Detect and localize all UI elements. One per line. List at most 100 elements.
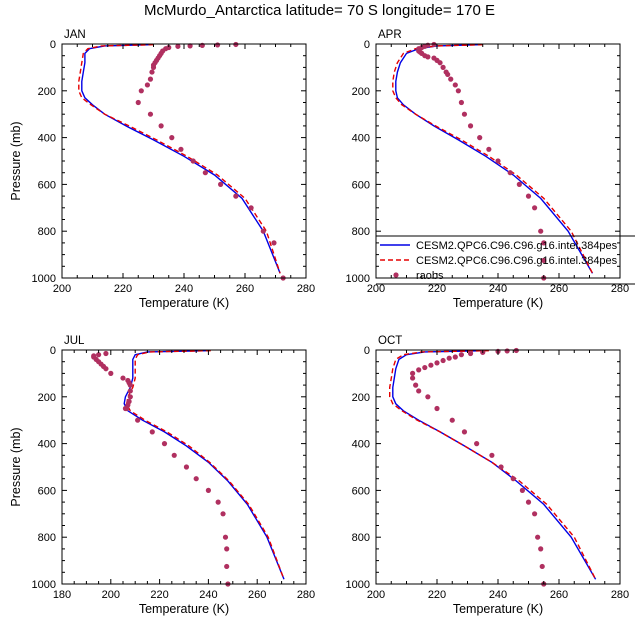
y-tick-label: 400	[38, 133, 56, 145]
raobs-point	[532, 511, 538, 517]
raobs-point	[161, 441, 168, 447]
y-tick-label: 400	[352, 439, 370, 451]
raobs-point	[495, 158, 501, 164]
raobs-point	[127, 394, 133, 400]
raobs-point	[519, 487, 526, 493]
raobs-point	[525, 499, 532, 505]
panel-label: JAN	[64, 29, 86, 41]
raobs-point	[410, 375, 416, 381]
raobs-point	[158, 123, 164, 129]
y-tick-label: 200	[352, 86, 370, 98]
raobs-point	[416, 367, 422, 373]
raobs-point	[532, 205, 538, 211]
raobs-point	[178, 146, 184, 152]
chart-panel-jul: 180 200 220 240 260 280 0 200 400 600 800 1000 JUL Te…	[9, 335, 315, 616]
raobs-point	[220, 511, 226, 517]
raobs-point	[467, 350, 474, 357]
y-tick-label: 400	[352, 133, 370, 145]
y-tick-label: 800	[38, 532, 56, 544]
raobs-point	[510, 476, 516, 482]
y-tick-label: 800	[352, 226, 370, 238]
raobs-point	[504, 348, 510, 354]
raobs-point	[147, 111, 154, 117]
x-tick-label: 220	[114, 283, 132, 295]
y-tick-label: 0	[50, 345, 56, 357]
raobs-point	[440, 357, 446, 364]
raobs-point	[474, 441, 480, 447]
raobs-point	[218, 181, 224, 187]
raobs-point	[410, 370, 416, 376]
raobs-point	[215, 499, 221, 505]
y-tick-label: 200	[38, 86, 56, 98]
raobs-point	[458, 99, 464, 106]
x-axis-title: Temperature (K)	[139, 296, 229, 310]
model-series-dashed-line	[392, 44, 594, 274]
raobs-point	[96, 352, 102, 358]
raobs-point	[224, 546, 230, 552]
raobs-point	[127, 382, 133, 388]
figure-title: McMurdo_Antarctica latitude= 70 S longit…	[143, 2, 496, 19]
raobs-point	[120, 375, 126, 381]
raobs-point	[425, 54, 431, 60]
x-tick-label: 220	[150, 589, 168, 601]
raobs-point	[224, 563, 230, 570]
raobs-point	[103, 350, 109, 357]
raobs-point	[461, 111, 468, 117]
raobs-point	[455, 88, 461, 94]
x-tick-label: 240	[489, 283, 507, 295]
x-axis-title: Temperature (K)	[453, 602, 543, 616]
panel-label: OCT	[378, 335, 402, 347]
raobs-point	[149, 69, 155, 75]
raobs-point	[422, 364, 428, 371]
x-tick-label: 280	[297, 589, 315, 601]
chart-panel-oct: 200 220 240 260 280 0 200 400 600 800 1000 OCT Tempe…	[346, 335, 630, 616]
raobs-point	[449, 417, 455, 423]
x-axis-title: Temperature (K)	[453, 296, 543, 310]
raobs-point	[193, 476, 199, 482]
model-series-solid-line	[123, 350, 285, 580]
raobs-point	[135, 99, 141, 106]
raobs-point	[122, 405, 129, 412]
raobs-point	[434, 405, 440, 412]
x-tick-label: 280	[611, 589, 629, 601]
raobs-point	[187, 43, 193, 49]
raobs-point	[440, 64, 446, 70]
raobs-point	[535, 534, 541, 540]
raobs-point	[103, 366, 109, 372]
raobs-point	[175, 43, 181, 49]
raobs-point	[458, 352, 464, 358]
x-tick-label: 240	[199, 589, 217, 601]
x-axis-title: Temperature (K)	[139, 602, 229, 616]
raobs-point	[538, 228, 544, 234]
raobs-point	[214, 42, 221, 48]
y-tick-label: 600	[352, 485, 370, 497]
raobs-point	[461, 429, 468, 435]
x-tick-label: 240	[489, 589, 507, 601]
x-tick-label: 200	[53, 283, 71, 295]
raobs-point	[525, 193, 532, 199]
y-tick-label: 1000	[32, 579, 56, 591]
y-tick-label: 600	[38, 179, 56, 191]
raobs-point	[135, 417, 141, 423]
y-tick-label: 200	[38, 392, 56, 404]
legend-marker-raobs	[393, 272, 399, 278]
raobs-point	[437, 60, 443, 66]
raobs-point	[428, 362, 434, 368]
x-tick-label: 260	[550, 283, 568, 295]
panel-label: APR	[378, 29, 402, 41]
model-series-solid-line	[395, 44, 594, 274]
y-tick-label: 800	[38, 226, 56, 238]
raobs-point	[489, 452, 495, 458]
raobs-point	[448, 76, 454, 82]
x-tick-label: 200	[367, 283, 385, 295]
raobs-point	[222, 534, 229, 540]
raobs-point	[190, 158, 196, 164]
y-tick-label: 1000	[346, 273, 370, 285]
y-tick-label: 600	[38, 485, 56, 497]
y-tick-label: 0	[364, 345, 370, 357]
raobs-point	[446, 355, 452, 361]
legend-label: CESM2.QPC6.C96.C96.g16.intel.384pes	[416, 240, 618, 252]
raobs-point	[538, 546, 544, 552]
raobs-point	[138, 88, 144, 94]
